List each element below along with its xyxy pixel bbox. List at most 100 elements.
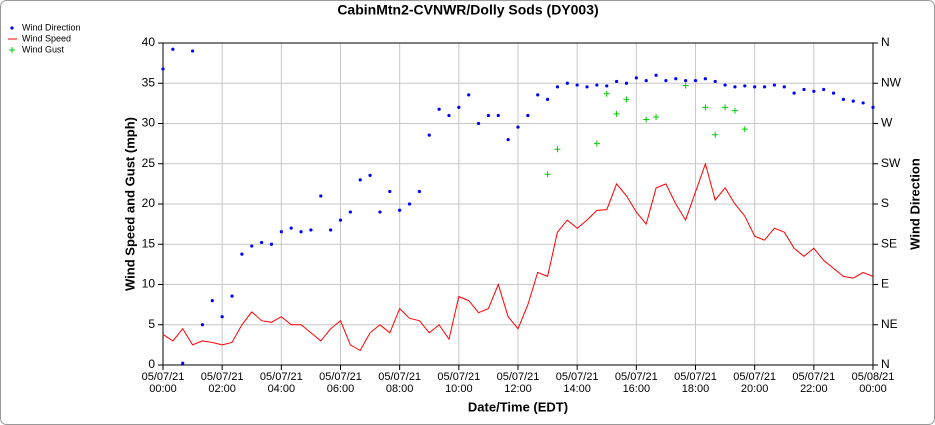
x-tick-label-box: 05/07/21 18:00	[674, 371, 717, 395]
y2-tick-label: N	[881, 357, 890, 371]
direction-point	[348, 210, 352, 214]
x-tick-label: 05/07/21 16:00	[614, 371, 658, 395]
direction-point	[279, 230, 283, 234]
direction-point	[654, 73, 658, 77]
direction-point	[545, 97, 550, 101]
gust-point	[722, 104, 729, 111]
x-tick-label: 05/07/21 10:00	[437, 371, 481, 395]
legend-label: Wind Speed	[22, 33, 71, 43]
gust-point	[623, 96, 630, 103]
direction-point	[624, 81, 629, 85]
y2-axis-label: Wind Direction	[907, 158, 922, 250]
direction-point	[358, 178, 362, 182]
y-tick-label: 10	[142, 277, 156, 291]
x-tick-label: 05/07/21 14:00	[555, 371, 599, 395]
y-tick-label: 5	[148, 317, 155, 331]
direction-point	[772, 83, 776, 87]
direction-point	[329, 228, 333, 232]
y-tick-label: 0	[148, 357, 155, 371]
gust-point	[593, 140, 600, 147]
x-tick-label: 05/07/21 04:00	[259, 371, 303, 395]
x-tick-label-box: 05/07/21 02:00	[201, 371, 244, 395]
y-tick-label: 25	[142, 156, 156, 170]
direction-point	[200, 323, 205, 327]
gust-point	[643, 116, 650, 123]
direction-point	[634, 76, 638, 80]
direction-point	[407, 202, 412, 206]
y-axis-label: Wind Speed and Gust (mph)	[122, 117, 137, 291]
direction-point	[684, 78, 688, 83]
plot-area	[162, 42, 874, 366]
gust-point	[544, 171, 551, 178]
direction-point	[269, 242, 274, 246]
direction-point	[585, 85, 589, 89]
direction-point	[802, 87, 806, 92]
x-tick-label-box: 05/08/21 00:00	[851, 371, 895, 395]
direction-point	[476, 121, 481, 126]
direction-point	[417, 189, 421, 194]
direction-point	[555, 85, 560, 89]
gust-point	[554, 146, 561, 153]
direction-point	[526, 113, 530, 118]
y-tick-label: 20	[142, 196, 156, 210]
x-tick-label: 05/07/21 22:00	[792, 371, 836, 395]
gust-point	[653, 114, 660, 121]
direction-point	[851, 99, 855, 103]
direction-point	[171, 47, 175, 51]
direction-point	[230, 294, 234, 298]
direction-point	[595, 83, 599, 87]
legend-swatch	[9, 47, 15, 53]
direction-point	[743, 84, 747, 88]
direction-point	[309, 228, 313, 232]
x-tick-label-box: 05/07/21 22:00	[792, 371, 836, 395]
x-axis-label: Date/Time (EDT)	[468, 399, 568, 414]
direction-point	[674, 77, 678, 81]
direction-point	[437, 107, 441, 111]
gust-point	[702, 104, 709, 111]
x-tick-label-box: 05/07/21 00:00	[141, 371, 185, 395]
direction-point	[496, 113, 500, 118]
direction-point	[161, 67, 165, 71]
gust-point	[731, 107, 738, 114]
direction-point	[250, 244, 254, 248]
direction-point	[536, 93, 540, 97]
direction-point	[338, 218, 343, 222]
gust-point	[603, 90, 610, 97]
x-tick-label-box: 05/07/21 06:00	[319, 371, 362, 395]
gust-point	[613, 110, 620, 117]
y2-tick-label: SE	[881, 236, 897, 250]
direction-point	[753, 85, 757, 89]
direction-point	[841, 97, 846, 101]
direction-point	[664, 78, 668, 83]
direction-point	[871, 105, 875, 109]
direction-point	[486, 113, 491, 118]
gust-point	[682, 82, 689, 89]
direction-point	[861, 101, 865, 105]
direction-point	[506, 138, 510, 142]
direction-point	[190, 49, 195, 53]
y2-tick-label: W	[881, 116, 893, 130]
direction-point	[378, 210, 382, 214]
direction-point	[319, 194, 323, 198]
legend-label: Wind Direction	[22, 22, 81, 32]
x-tick-label: 05/08/21 00:00	[851, 371, 895, 395]
x-tick-label: 05/07/21 18:00	[674, 371, 717, 395]
direction-point	[457, 105, 461, 109]
direction-point	[398, 208, 402, 212]
gust-point	[712, 131, 719, 138]
direction-point	[565, 81, 569, 85]
direction-point	[812, 89, 816, 93]
x-tick-label: 05/07/21 20:00	[733, 371, 777, 395]
direction-point	[447, 113, 451, 118]
direction-point	[762, 85, 767, 89]
x-tick-label-box: 05/07/21 04:00	[259, 371, 303, 395]
x-tick-label-box: 05/07/21 14:00	[555, 371, 599, 395]
x-tick-label-box: 05/07/21 08:00	[378, 371, 421, 395]
y-tick-label: 35	[142, 75, 156, 89]
x-tick-label-box: 05/07/21 12:00	[497, 371, 540, 395]
y2-tick-label: NE	[881, 317, 898, 331]
speed-line	[162, 162, 874, 352]
x-tick-label: 05/07/21 00:00	[141, 371, 185, 395]
y-tick-label: 15	[142, 236, 156, 250]
